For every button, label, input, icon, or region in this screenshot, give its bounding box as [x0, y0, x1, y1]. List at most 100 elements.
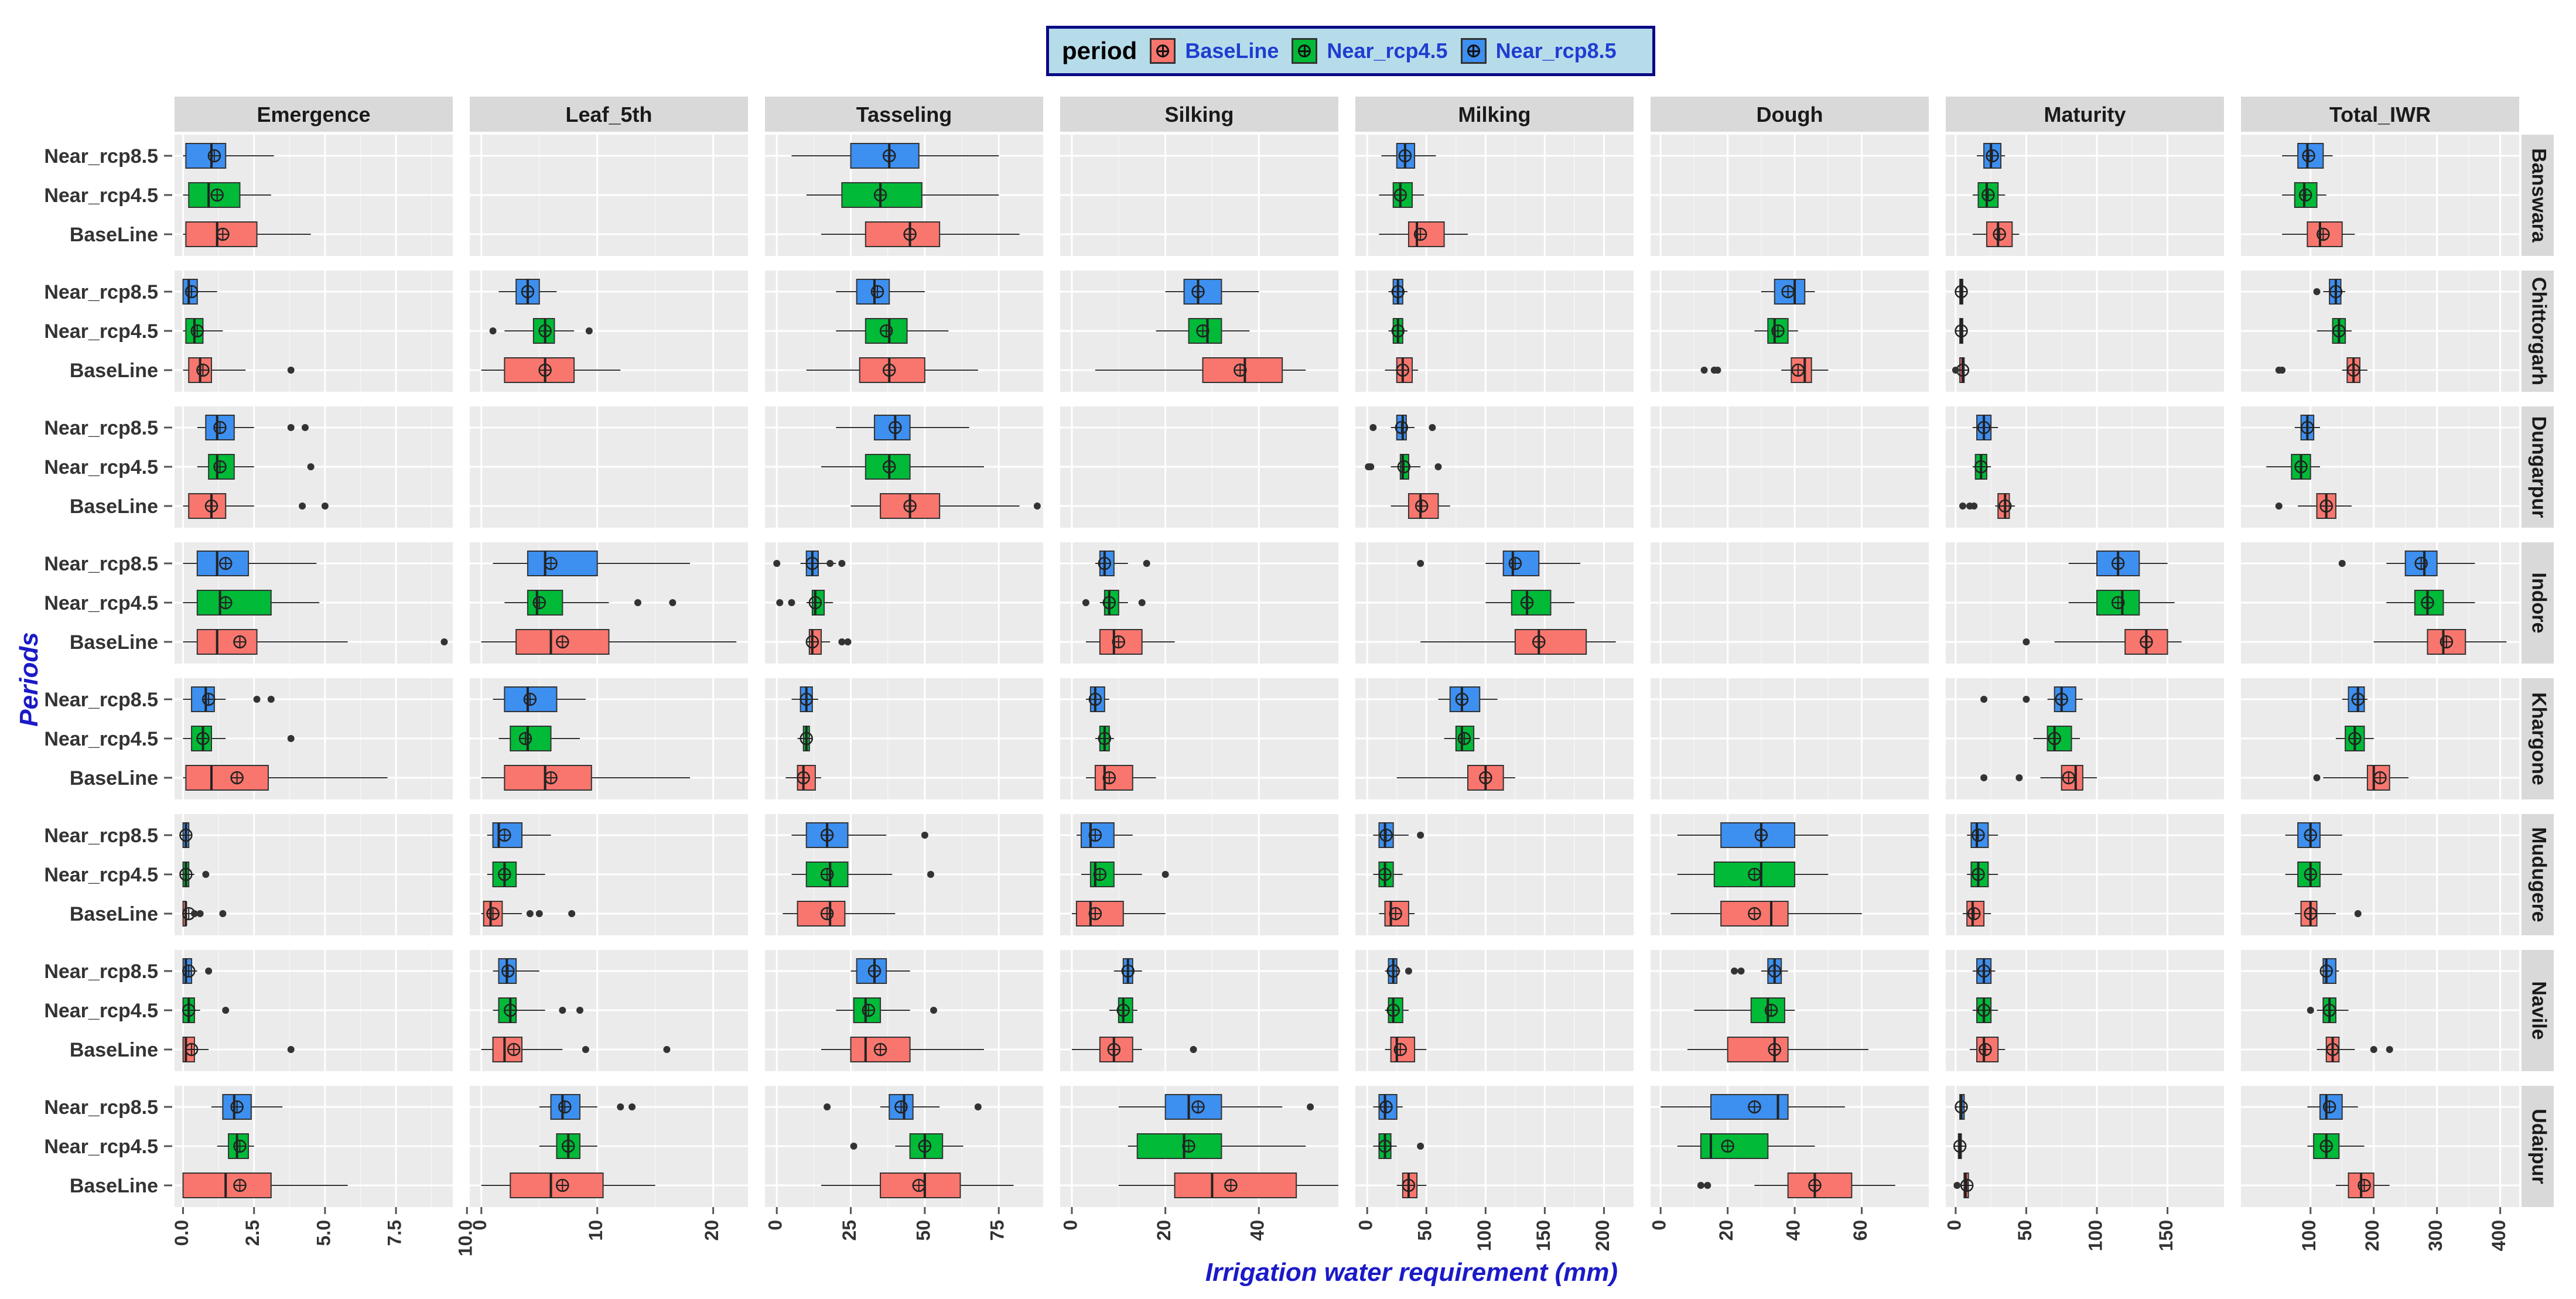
strip-Tasseling — [765, 97, 1043, 132]
outlier-Mudugere-Tasseling-Near_rcp8.5 — [921, 832, 928, 839]
y-tick-label: BaseLine — [70, 224, 158, 246]
strip-Dough — [1651, 97, 1929, 132]
box-Mudugere-Milking-BaseLine — [1384, 901, 1409, 927]
outlier-Khargone-Maturity-BaseLine — [1980, 774, 1988, 781]
x-tick-label: 40 — [1247, 1220, 1268, 1241]
x-tick-label: 150 — [1533, 1220, 1554, 1251]
strip-Emergence — [175, 97, 453, 132]
x-tick-label: 10 — [585, 1220, 606, 1241]
outlier-Chittorgarh-Emergence-BaseLine — [287, 367, 295, 374]
outlier-Mudugere-Emergence-BaseLine — [190, 910, 198, 917]
outlier-Navile-Emergence-BaseLine — [287, 1046, 295, 1053]
outlier-Dungarpur-Emergence-BaseLine — [299, 502, 306, 510]
x-tick-label: 60 — [1850, 1220, 1871, 1241]
outlier-Indore-Tasseling-Near_rcp8.5 — [826, 560, 834, 567]
row-strip-Mudugere — [2522, 814, 2554, 935]
outlier-Udaipur-Milking-Near_rcp4.5 — [1417, 1143, 1424, 1150]
outlier-Chittorgarh-Dough-BaseLine — [1714, 367, 1721, 374]
y-tick-label: BaseLine — [70, 1039, 158, 1061]
y-tick-label: Near_rcp8.5 — [44, 825, 158, 847]
outlier-Khargone-Maturity-BaseLine — [2015, 774, 2023, 781]
y-tick-label: Near_rcp8.5 — [44, 960, 158, 983]
row-label-Banswara: Banswara — [2528, 148, 2550, 243]
outlier-Indore-Emergence-BaseLine — [440, 638, 448, 645]
outlier-Dungarpur-Emergence-Near_rcp8.5 — [301, 424, 309, 431]
outlier-Udaipur-Silking-Near_rcp8.5 — [1307, 1103, 1314, 1110]
row-label-Chittorgarh: Chittorgarh — [2528, 277, 2550, 385]
x-tick-label: 20 — [1716, 1220, 1737, 1241]
strip-label-Emergence: Emergence — [257, 102, 370, 127]
y-tick-label: BaseLine — [70, 495, 158, 518]
outlier-Dungarpur-Milking-Near_rcp8.5 — [1369, 424, 1377, 431]
outlier-Udaipur-Leaf_5th-Near_rcp8.5 — [617, 1103, 624, 1110]
row-label-Dungarpur: Dungarpur — [2528, 416, 2550, 518]
x-tick-label: 100 — [2298, 1220, 2319, 1251]
outlier-Navile-Dough-Near_rcp8.5 — [1737, 968, 1745, 975]
outlier-Indore-Milking-Near_rcp8.5 — [1417, 560, 1424, 567]
legend-item-rcp85: Near_rcp8.5 — [1460, 38, 1617, 64]
x-tick-label: 400 — [2488, 1220, 2509, 1251]
x-tick-label: 0 — [1060, 1220, 1081, 1230]
legend-key-baseline — [1150, 38, 1176, 64]
y-tick-label: BaseLine — [70, 903, 158, 925]
outlier-Mudugere-Tasseling-Near_rcp4.5 — [927, 871, 934, 878]
strip-Total_IWR — [2241, 97, 2519, 132]
outlier-Mudugere-Leaf_5th-BaseLine — [526, 910, 534, 917]
x-tick-label: 20 — [701, 1220, 722, 1241]
strip-Silking — [1060, 97, 1338, 132]
outlier-Indore-Silking-Near_rcp8.5 — [1143, 560, 1150, 567]
y-tick-label: BaseLine — [70, 1175, 158, 1197]
outlier-Indore-Tasseling-Near_rcp8.5 — [838, 560, 846, 567]
strip-label-Leaf_5th: Leaf_5th — [565, 102, 652, 127]
outlier-Navile-Leaf_5th-BaseLine — [663, 1046, 671, 1053]
outlier-Navile-Dough-Near_rcp8.5 — [1731, 968, 1738, 975]
x-tick-label: 40 — [1783, 1220, 1804, 1241]
outlier-Indore-Tasseling-Near_rcp4.5 — [788, 599, 795, 606]
strip-Milking — [1355, 97, 1634, 132]
outlier-Dungarpur-Emergence-Near_rcp8.5 — [287, 424, 295, 431]
x-tick-label: 25 — [839, 1220, 860, 1241]
y-tick-label: Near_rcp8.5 — [44, 417, 158, 439]
legend-key-rcp45 — [1292, 38, 1318, 64]
x-axis-title: Irrigation water requirement (mm) — [1205, 1258, 1618, 1287]
strip-Maturity — [1946, 97, 2224, 132]
row-strip-Chittorgarh — [2522, 271, 2554, 392]
strip-label-Milking: Milking — [1458, 102, 1531, 127]
y-tick-label: Near_rcp4.5 — [44, 1136, 158, 1158]
x-tick-label: 200 — [1592, 1220, 1613, 1251]
x-tick-label: 200 — [2362, 1220, 2383, 1251]
x-tick-label: 2.5 — [242, 1220, 263, 1246]
legend-item-rcp45: Near_rcp4.5 — [1292, 38, 1448, 64]
box-Indore-Milking-BaseLine — [1514, 629, 1587, 655]
outlier-Dungarpur-Milking-Near_rcp4.5 — [1434, 463, 1442, 470]
x-tick-label: 0 — [765, 1220, 786, 1230]
outlier-Mudugere-Total_IWR-BaseLine — [2354, 910, 2362, 917]
legend-label-baseline: BaseLine — [1185, 39, 1279, 63]
box-Indore-Leaf_5th-Near_rcp8.5 — [527, 551, 598, 576]
box-Udaipur-Emergence-BaseLine — [182, 1172, 272, 1198]
strip-label-Total_IWR: Total_IWR — [2329, 102, 2431, 127]
outlier-Indore-Tasseling-BaseLine — [838, 638, 846, 645]
box-Chittorgarh-Dough-Near_rcp8.5 — [1774, 279, 1806, 305]
outlier-Navile-Milking-Near_rcp8.5 — [1405, 968, 1412, 975]
box-Indore-Emergence-BaseLine — [196, 629, 258, 655]
x-tick-label: 5.0 — [313, 1220, 334, 1246]
outlier-Chittorgarh-Leaf_5th-Near_rcp4.5 — [489, 327, 497, 334]
y-tick-label: Near_rcp4.5 — [44, 184, 158, 207]
x-tick-label: 0 — [1649, 1220, 1670, 1230]
outlier-Navile-Total_IWR-Near_rcp4.5 — [2307, 1007, 2314, 1014]
outlier-Navile-Leaf_5th-Near_rcp4.5 — [576, 1007, 584, 1014]
y-tick-label: BaseLine — [70, 360, 158, 382]
outlier-Navile-Tasseling-Near_rcp4.5 — [930, 1007, 938, 1014]
x-tick-label: 50 — [913, 1220, 934, 1241]
outlier-Udaipur-Dough-BaseLine — [1704, 1182, 1711, 1189]
outlier-Udaipur-Tasseling-Near_rcp8.5 — [824, 1103, 831, 1110]
y-tick-label: Near_rcp4.5 — [44, 1000, 158, 1022]
x-tick-label: 100 — [2085, 1220, 2106, 1251]
outlier-Udaipur-Tasseling-Near_rcp8.5 — [974, 1103, 982, 1110]
outlier-Khargone-Emergence-Near_rcp4.5 — [287, 735, 295, 742]
outlier-Indore-Maturity-BaseLine — [2022, 638, 2030, 645]
outlier-Chittorgarh-Leaf_5th-Near_rcp4.5 — [585, 327, 593, 334]
outlier-Indore-Silking-Near_rcp4.5 — [1138, 599, 1146, 606]
y-tick-label: Near_rcp8.5 — [44, 689, 158, 711]
